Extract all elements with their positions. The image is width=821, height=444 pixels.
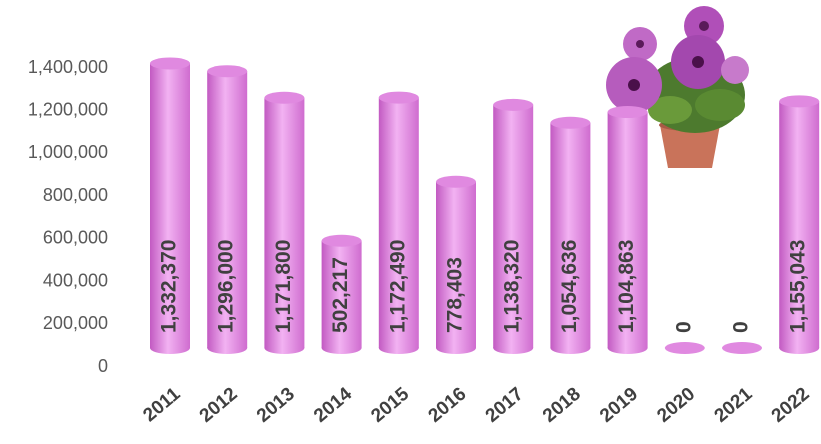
x-tick-label: 2011: [139, 383, 184, 426]
y-tick-label: 600,000: [43, 228, 108, 248]
bar-top: [322, 235, 362, 247]
value-label: 0: [730, 321, 753, 333]
value-label: 1,332,370: [158, 240, 181, 333]
x-tick-label: 2022: [768, 384, 814, 427]
value-label: 0: [672, 321, 695, 333]
bar-top: [379, 92, 419, 104]
value-label: 502,217: [329, 257, 352, 333]
y-tick-label: 0: [98, 356, 108, 376]
x-tick-label: 2014: [310, 383, 356, 427]
x-tick-label: 2016: [425, 384, 471, 427]
x-tick-label: 2012: [196, 384, 242, 427]
bar-top: [436, 176, 476, 188]
bar-top: [264, 92, 304, 104]
value-label: 778,403: [444, 257, 467, 333]
y-tick-label: 1,000,000: [28, 142, 108, 162]
x-tick-label: 2020: [653, 384, 699, 427]
x-tick-label: 2019: [596, 384, 642, 427]
y-tick-label: 1,400,000: [28, 57, 108, 77]
x-tick-label: 2017: [482, 384, 528, 427]
value-label: 1,138,320: [501, 240, 524, 333]
bar-top: [550, 117, 590, 129]
value-label: 1,171,800: [272, 240, 295, 333]
value-label: 1,296,000: [215, 240, 238, 333]
x-tick-label: 2015: [367, 383, 413, 427]
bar-top: [608, 106, 648, 118]
y-tick-label: 800,000: [43, 185, 108, 205]
value-label: 1,155,043: [787, 240, 810, 333]
x-tick-label: 2018: [539, 384, 585, 427]
bar-top: [779, 95, 819, 107]
x-tick-label: 2013: [253, 384, 299, 427]
bar-top: [493, 99, 533, 111]
bar-top: [207, 65, 247, 77]
y-tick-label: 1,200,000: [28, 99, 108, 119]
bar-top: [150, 57, 190, 69]
value-label: 1,104,863: [615, 240, 638, 333]
value-label: 1,172,490: [386, 240, 409, 333]
y-tick-label: 400,000: [43, 270, 108, 290]
x-tick-label: 2021: [711, 383, 757, 427]
value-label: 1,054,636: [558, 240, 581, 333]
bar-top: [722, 342, 762, 354]
bar-top: [665, 342, 705, 354]
y-tick-label: 200,000: [43, 313, 108, 333]
chart: 0 200,000 400,000 600,000 800,000 1,000,000 1,…: [0, 0, 821, 444]
